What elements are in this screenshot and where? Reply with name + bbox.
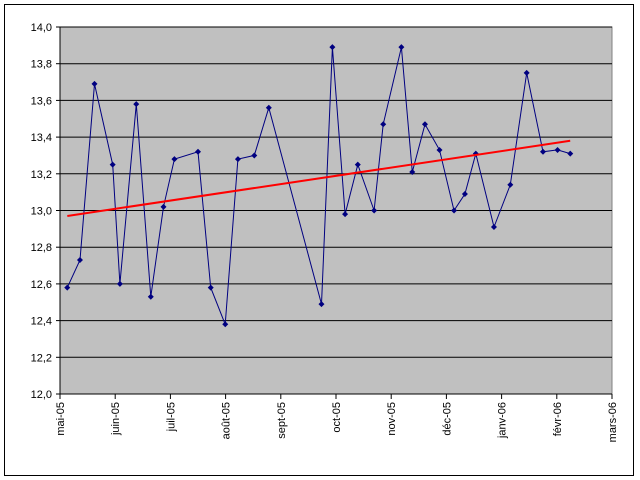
data-point	[461, 190, 468, 197]
data-point	[567, 150, 574, 157]
y-tick-label: 12,0	[31, 389, 52, 401]
data-point	[76, 257, 83, 264]
x-tick-label: sept-05	[276, 402, 288, 439]
data-point	[133, 101, 140, 108]
x-tick-label: oct-05	[331, 402, 343, 433]
series-line	[66, 47, 571, 325]
x-tick-label: févr-06	[552, 402, 564, 436]
data-point	[109, 161, 116, 168]
y-tick-label: 12,2	[31, 352, 52, 364]
x-tick-label: mars-06	[607, 402, 619, 442]
data-point	[380, 121, 387, 128]
data-point	[523, 69, 530, 76]
data-point	[451, 207, 458, 214]
data-point	[91, 80, 98, 87]
data-point	[171, 156, 178, 163]
data-point	[116, 280, 123, 287]
x-tick-label: mai-05	[55, 402, 67, 436]
data-point	[421, 121, 428, 128]
y-tick-label: 13,2	[31, 169, 52, 181]
data-point	[160, 203, 167, 210]
x-tick-label: nov-05	[386, 402, 398, 436]
x-tick-label: août-05	[221, 402, 233, 439]
gridlines	[60, 26, 612, 358]
data-point	[234, 156, 241, 163]
y-axis: 12,0 12,2 12,4 12,6 12,8 13,0 13,2 13,4 13,6 13,8…	[31, 22, 61, 401]
trend-line	[67, 139, 571, 217]
data-point	[354, 161, 361, 168]
y-tick-label: 12,8	[31, 242, 52, 254]
x-axis: mai-05 juin-05 juil-05 août-05 sept-05 oct-05…	[55, 393, 619, 442]
x-tick-label: déc-05	[441, 402, 453, 436]
data-point	[195, 148, 201, 155]
y-tick-label: 14,0	[31, 22, 52, 34]
data-point	[371, 207, 378, 214]
data-point	[554, 146, 561, 153]
data-point	[318, 301, 325, 308]
y-tick-label: 13,8	[31, 59, 52, 71]
data-point	[251, 152, 258, 159]
data-point	[540, 148, 546, 155]
data-point	[342, 211, 349, 218]
data-point	[507, 181, 514, 188]
data-point	[409, 168, 416, 175]
y-tick-label: 12,4	[31, 316, 52, 328]
data-point	[222, 321, 229, 328]
y-tick-label: 12,6	[31, 279, 52, 291]
data-point	[329, 44, 336, 51]
series-layer	[64, 44, 574, 328]
x-tick-label: janv-06	[497, 402, 509, 439]
data-point	[207, 284, 214, 291]
data-point	[64, 284, 71, 291]
y-tick-label: 13,6	[31, 95, 52, 107]
data-point	[398, 44, 405, 51]
y-tick-label: 13,4	[31, 132, 52, 144]
data-point	[490, 224, 497, 231]
x-tick-label: juil-05	[165, 402, 177, 432]
data-point	[436, 146, 443, 153]
data-point	[265, 104, 272, 111]
data-point	[147, 293, 154, 300]
x-tick-label: juin-05	[110, 402, 122, 436]
y-tick-label: 13,0	[31, 206, 52, 218]
